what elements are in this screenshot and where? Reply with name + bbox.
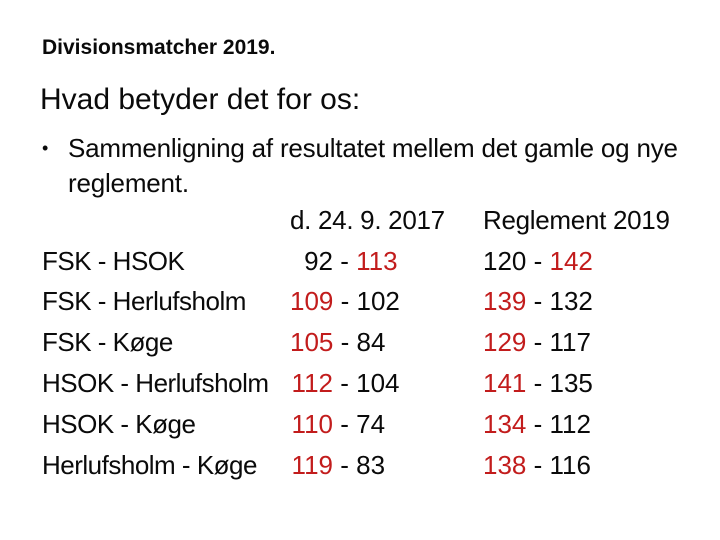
score-2019-home: 134 — [483, 408, 527, 439]
slide-title: Divisionsmatcher 2019. — [42, 36, 276, 59]
score-2017-away: 104 — [356, 368, 400, 399]
score-2017-home: 119 — [291, 449, 333, 480]
table-header-row: d. 24. 9. 2017 Reglement 2019 — [42, 200, 670, 241]
score-separator: - — [526, 408, 550, 439]
score-2019-home: 139 — [483, 286, 527, 317]
score-separator: - — [333, 408, 357, 439]
table-row: HSOK - Køge 110 - 74 134 - 112 — [42, 404, 670, 445]
score-2019: 134 - 112 — [483, 409, 670, 440]
score-2017: 109 - 102 — [290, 286, 483, 317]
score-separator: - — [526, 245, 550, 276]
match-label: HSOK - Køge — [42, 408, 196, 439]
score-2017-home: 92 — [304, 245, 333, 276]
match-label: FSK - HSOK — [42, 245, 185, 276]
table-body: FSK - HSOK 92 - 113 120 - 142 FSK - Herl… — [42, 241, 670, 486]
score-2019-home: 129 — [483, 327, 527, 358]
score-2017: 110 - 74 — [290, 409, 483, 440]
score-separator: - — [333, 368, 357, 399]
score-2017: 112 - 104 — [290, 368, 483, 399]
score-2017-home: 112 — [291, 368, 333, 399]
table-row: FSK - HSOK 92 - 113 120 - 142 — [42, 241, 670, 282]
score-separator: - — [333, 327, 357, 358]
score-2019-home: 141 — [483, 368, 527, 399]
bullet-icon: • — [42, 138, 49, 158]
score-2019-away: 116 — [549, 449, 591, 480]
score-separator: - — [333, 449, 357, 480]
score-2017-away: 74 — [356, 408, 386, 439]
score-2019: 138 - 116 — [483, 450, 670, 481]
match-label: Herlufsholm - Køge — [42, 449, 257, 480]
bullet-text: Sammenligning af resultatet mellem det g… — [68, 133, 678, 198]
score-2017: 105 - 84 — [290, 327, 483, 358]
table-row: FSK - Køge 105 - 84 129 - 117 — [42, 322, 670, 363]
column-header-2017: d. 24. 9. 2017 — [290, 204, 445, 235]
score-separator: - — [526, 449, 550, 480]
score-2017: 92 - 113 — [290, 246, 483, 277]
score-2017-home: 105 — [290, 327, 334, 358]
score-2019: 129 - 117 — [483, 327, 670, 358]
score-separator: - — [333, 245, 357, 276]
match-label: HSOK - Herlufsholm — [42, 368, 269, 399]
score-2019: 141 - 135 — [483, 368, 670, 399]
table-row: HSOK - Herlufsholm 112 - 104 141 - 135 — [42, 363, 670, 404]
score-2017-away: 83 — [356, 449, 386, 480]
score-2017-home: 109 — [290, 286, 334, 317]
match-label: FSK - Køge — [42, 327, 173, 358]
slide-heading: Hvad betyder det for os: — [40, 83, 361, 116]
score-2017: 119 - 83 — [290, 450, 483, 481]
score-2017-away: 102 — [356, 286, 400, 317]
score-separator: - — [526, 368, 550, 399]
table-row: Herlufsholm - Køge 119 - 83 138 - 116 — [42, 445, 670, 486]
score-2019-home: 138 — [483, 449, 527, 480]
score-separator: - — [333, 286, 357, 317]
score-2017-away: 113 — [356, 245, 398, 276]
score-2017-home: 110 — [291, 408, 333, 439]
bullet-item: • Sammenligning af resultatet mellem det… — [42, 131, 688, 201]
score-2019-away: 135 — [549, 368, 593, 399]
score-separator: - — [526, 327, 550, 358]
score-2017-away: 84 — [356, 327, 386, 358]
score-2019-away: 132 — [549, 286, 593, 317]
score-2019-away: 112 — [549, 408, 591, 439]
score-2019: 120 - 142 — [483, 246, 670, 277]
table-row: FSK - Herlufsholm 109 - 102 139 - 132 — [42, 282, 670, 323]
column-header-2019: Reglement 2019 — [483, 204, 670, 235]
score-2019-away: 117 — [549, 327, 591, 358]
score-2019-away: 142 — [549, 245, 593, 276]
score-separator: - — [526, 286, 550, 317]
score-2019-home: 120 — [483, 245, 527, 276]
results-table: d. 24. 9. 2017 Reglement 2019 FSK - HSOK… — [42, 200, 670, 486]
match-label: FSK - Herlufsholm — [42, 286, 246, 317]
score-2019: 139 - 132 — [483, 286, 670, 317]
